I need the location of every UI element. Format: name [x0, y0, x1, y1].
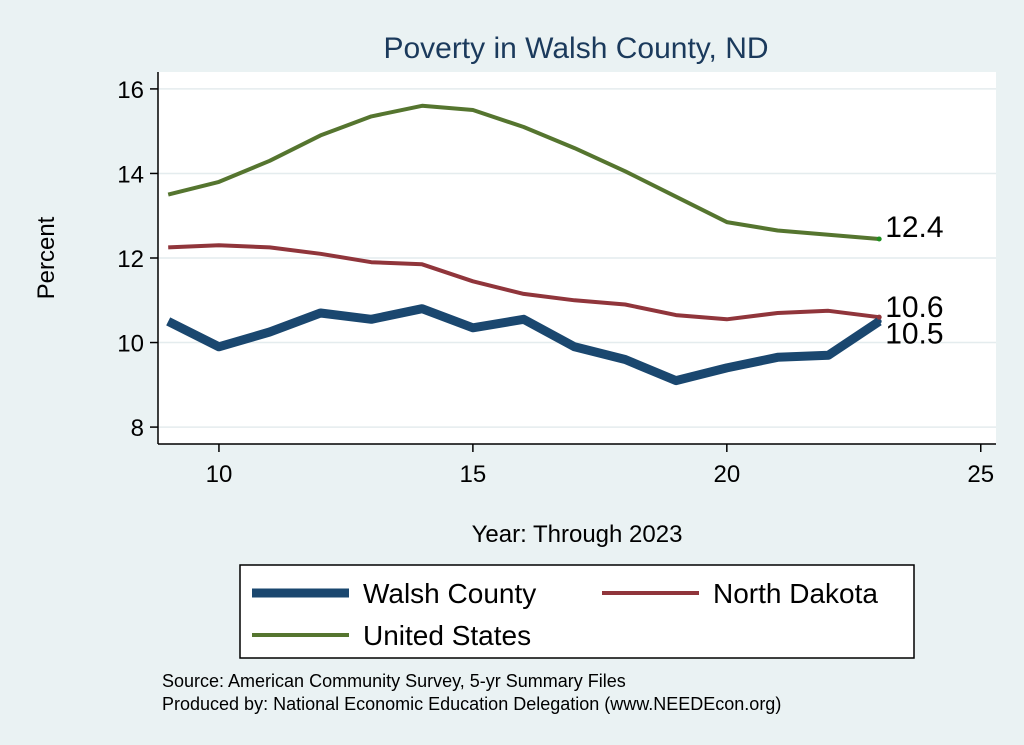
- x-tick-label: 20: [713, 461, 740, 488]
- x-tick-label: 10: [206, 461, 233, 488]
- y-tick-label: 8: [131, 415, 144, 442]
- end-label-walsh-county: 10.5: [885, 317, 943, 350]
- source-note: Source: American Community Survey, 5-yr …: [162, 671, 626, 691]
- x-tick-label: 25: [967, 461, 994, 488]
- y-tick-label: 14: [117, 161, 144, 188]
- legend-label: United States: [363, 620, 531, 651]
- y-tick-label: 10: [117, 331, 144, 358]
- end-marker: [876, 318, 882, 324]
- series-line-north-dakota: [168, 243, 880, 322]
- end-label-north-dakota: 10.6: [885, 291, 943, 324]
- series-lines: [166, 103, 882, 386]
- legend-box: [239, 564, 915, 659]
- axes: 8 10 12 14 16 10 15 20 25: [117, 72, 996, 488]
- end-label-united-states: 12.4: [885, 211, 943, 244]
- legend-label: Walsh County: [363, 578, 536, 609]
- x-axis-title: Year: Through 2023: [472, 521, 683, 548]
- end-marker: [876, 236, 882, 242]
- y-tick-label: 12: [117, 246, 144, 273]
- y-axis-title: Percent: [33, 216, 60, 299]
- y-tick-label: 16: [117, 77, 144, 104]
- x-tick-label: 15: [460, 461, 487, 488]
- end-labels: 10.510.6 12.4: [876, 211, 944, 350]
- series-line-united-states: [167, 103, 880, 241]
- chart-title: Poverty in Walsh County, ND: [383, 32, 768, 65]
- series-line-walsh-county: [166, 304, 882, 386]
- legend-label: North Dakota: [713, 578, 878, 609]
- producer-note: Produced by: National Economic Education…: [162, 694, 781, 714]
- gridlines: [158, 88, 996, 428]
- end-marker: [876, 314, 882, 320]
- legend: Walsh County North Dakota United States: [239, 564, 915, 659]
